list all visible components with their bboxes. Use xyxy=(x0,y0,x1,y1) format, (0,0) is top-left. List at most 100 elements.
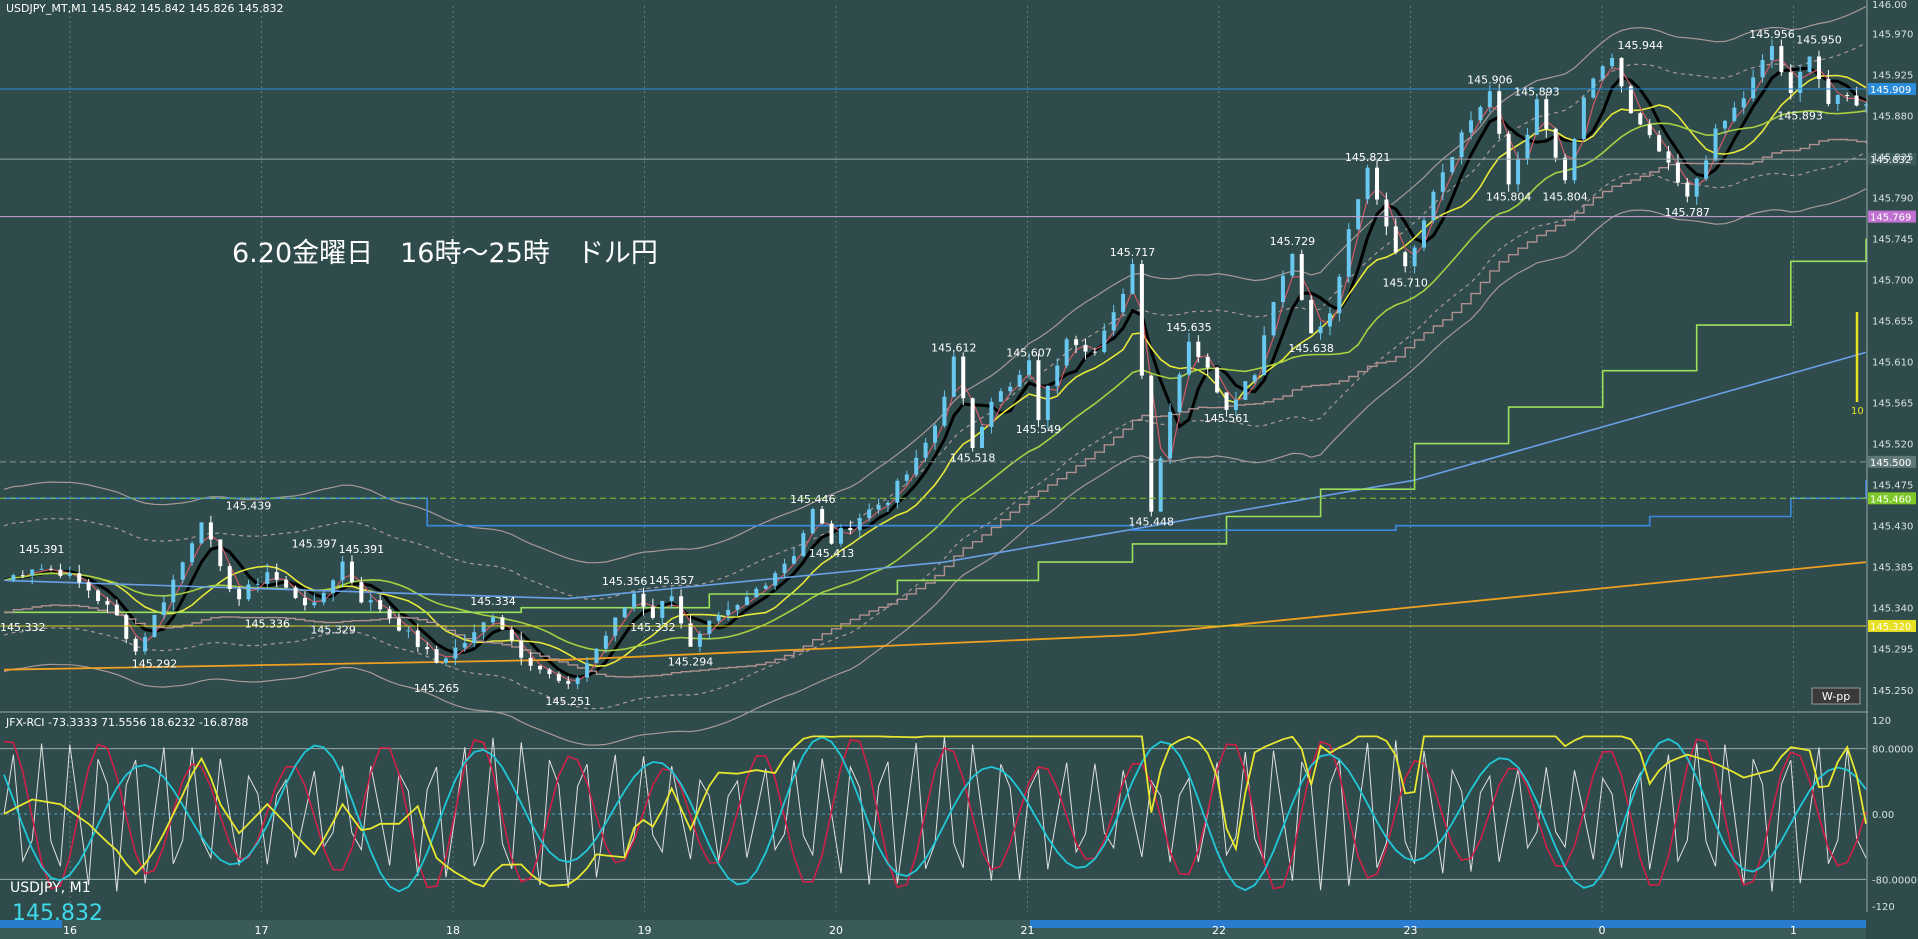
candle-body xyxy=(1045,385,1050,421)
candle-body xyxy=(124,615,129,639)
candle-body xyxy=(1149,375,1154,512)
candle-body xyxy=(1074,339,1079,345)
price-tick-label: 145.700 xyxy=(1872,276,1913,287)
candle-body xyxy=(1327,313,1332,327)
candle-body xyxy=(208,522,213,540)
band-line xyxy=(3,151,1867,710)
candle-body xyxy=(1704,160,1709,179)
hline-label: 145.500 xyxy=(1870,458,1911,469)
candle-body xyxy=(942,396,947,426)
candle-body xyxy=(820,509,825,524)
hl-label: 145.251 xyxy=(545,695,591,708)
candle-body xyxy=(613,617,618,636)
candle-body xyxy=(838,527,843,544)
candle-body xyxy=(105,600,110,605)
candle-body xyxy=(697,633,702,647)
candle-body xyxy=(1290,254,1295,276)
candle-body xyxy=(669,596,674,601)
hline-label: 145.909 xyxy=(1870,85,1911,96)
candle-body xyxy=(1412,247,1417,267)
time-tick-label: 20 xyxy=(829,924,843,937)
candle-body xyxy=(1694,178,1699,197)
candle-body xyxy=(1055,365,1060,386)
hline-label: 145.460 xyxy=(1870,494,1911,505)
hl-label: 145.950 xyxy=(1796,34,1842,47)
candle-body xyxy=(1036,360,1041,421)
time-tick-label: 19 xyxy=(638,924,652,937)
indicator-line-4 xyxy=(3,351,1867,600)
candle-body xyxy=(1769,46,1774,61)
candle-body xyxy=(190,543,195,563)
candle-body xyxy=(1610,57,1615,67)
candle-body xyxy=(1619,57,1624,87)
time-axis[interactable]: 16 17 18 19 20 21 22 23 0 1 xyxy=(0,920,1866,939)
rci-line-slow xyxy=(3,736,1867,893)
high-low-labels: 145.391 145.332 145.292 145.439 145.336 145.3… xyxy=(0,28,1842,708)
candle-body xyxy=(1365,167,1370,200)
candle-body xyxy=(293,587,298,598)
candle-body xyxy=(284,579,289,588)
candle-body xyxy=(622,607,627,618)
hl-label: 145.356 xyxy=(602,575,648,588)
candle-body xyxy=(1487,91,1492,108)
candle-body xyxy=(1299,254,1304,300)
candle-body xyxy=(876,505,881,510)
candle-body xyxy=(1186,341,1191,375)
candle-body xyxy=(67,573,72,576)
candle-body xyxy=(1017,374,1022,387)
candle-body xyxy=(1563,157,1568,181)
candle-body xyxy=(77,573,82,583)
candle-body xyxy=(575,677,580,684)
candle-body xyxy=(726,609,731,616)
candle-body xyxy=(933,425,937,443)
price-tick-label: 145.520 xyxy=(1872,440,1913,451)
price-top-label: 146.00 xyxy=(1872,0,1907,11)
candle-body xyxy=(143,637,148,652)
candle-body xyxy=(1130,264,1135,294)
candle-body xyxy=(1760,60,1765,78)
candle-body xyxy=(1262,335,1267,376)
candle-body xyxy=(340,561,345,581)
candle-body xyxy=(30,569,35,576)
candle-body xyxy=(1224,392,1229,410)
candle-body xyxy=(1102,330,1107,353)
candle-body xyxy=(1356,199,1361,230)
candle-body xyxy=(434,649,439,663)
candle-body xyxy=(660,600,665,618)
wpp-button[interactable]: W-pp xyxy=(1811,687,1861,705)
hline-label: 145.769 xyxy=(1870,213,1911,224)
candle-body xyxy=(1779,46,1784,73)
price-tick-label: 145.565 xyxy=(1872,399,1913,410)
candle-body xyxy=(1826,79,1831,104)
candles xyxy=(11,39,1868,690)
range-marker-label: 10 xyxy=(1851,406,1864,417)
candle-body xyxy=(1252,375,1257,382)
candle-body xyxy=(1657,135,1662,152)
indicator-symbol: USDJPY, M1 xyxy=(10,880,91,896)
candle-body xyxy=(462,642,467,648)
horizontal-lines[interactable]: 145.909 145.832 145.769 145.500 145.460 145.3… xyxy=(0,82,1916,633)
wpp-button-label: W-pp xyxy=(1822,690,1850,703)
band-line xyxy=(3,5,1867,564)
candle-body xyxy=(509,629,514,641)
indicator-line-6 xyxy=(4,238,1867,614)
candle-body xyxy=(1544,99,1549,129)
candle-body xyxy=(1403,252,1408,267)
candle-body xyxy=(1835,94,1840,104)
candle-body xyxy=(1139,264,1144,376)
candle-body xyxy=(1751,77,1756,99)
ind-tick-label: -80.0000 xyxy=(1872,875,1917,886)
candle-body xyxy=(218,539,223,567)
hline-label-bg xyxy=(1868,210,1916,223)
candle-body xyxy=(11,575,16,581)
candle-body xyxy=(1422,220,1427,248)
hline-label-bg xyxy=(1868,455,1916,468)
hl-label: 145.391 xyxy=(19,543,65,556)
candle-body xyxy=(970,398,975,449)
candle-body xyxy=(1525,134,1530,159)
time-scroll-right xyxy=(1030,920,1866,928)
candle-body xyxy=(1243,381,1248,400)
candle-body xyxy=(895,480,900,503)
candle-body xyxy=(641,593,646,607)
